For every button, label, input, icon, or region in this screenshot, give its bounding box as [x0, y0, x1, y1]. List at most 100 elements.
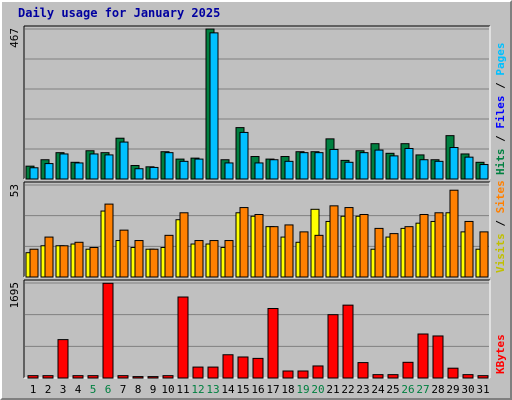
- bar-sites-day-25: [389, 233, 399, 278]
- bar-kbytes-day-25: [387, 374, 399, 379]
- bar-kbytes-day-19: [297, 370, 309, 379]
- bar-sites-day-10: [164, 234, 174, 278]
- bar-files-day-7: [119, 141, 129, 180]
- bar-kbytes-day-6: [102, 282, 114, 379]
- y-max-label: 1695: [8, 282, 21, 309]
- legend-separator: /: [494, 213, 507, 233]
- x-tick-label: 15: [236, 383, 249, 396]
- bar-kbytes-day-31: [477, 375, 489, 379]
- bar-files-day-17: [269, 159, 279, 180]
- bar-kbytes-day-10: [162, 375, 174, 379]
- bar-kbytes-day-13: [207, 366, 219, 379]
- bar-sites-day-27: [419, 214, 429, 278]
- bar-sites-day-21: [329, 205, 339, 278]
- bar-files-day-26: [404, 147, 414, 180]
- legend-separator: /: [494, 129, 507, 149]
- x-tick-label: 17: [266, 383, 279, 396]
- bar-files-day-13: [209, 32, 219, 180]
- bar-kbytes-day-8: [132, 376, 144, 379]
- legend-label: Hits: [494, 149, 507, 176]
- bar-kbytes-day-28: [432, 335, 444, 379]
- bar-files-day-15: [239, 131, 249, 180]
- bar-sites-day-4: [74, 241, 84, 278]
- bar-sites-day-15: [239, 207, 249, 278]
- bar-kbytes-day-18: [282, 370, 294, 379]
- bar-sites-day-8: [134, 240, 144, 278]
- bar-sites-day-19: [299, 231, 309, 278]
- bar-sites-day-12: [194, 240, 204, 278]
- series-legend: KBytes: [494, 334, 507, 374]
- bar-kbytes-day-20: [312, 365, 324, 379]
- bar-kbytes-day-17: [267, 308, 279, 379]
- bar-kbytes-day-7: [117, 375, 129, 379]
- y-max-label: 467: [8, 28, 21, 48]
- bar-sites-day-30: [464, 220, 474, 278]
- bar-files-day-30: [464, 156, 474, 180]
- bar-kbytes-day-29: [447, 367, 459, 379]
- x-tick-label: 13: [206, 383, 219, 396]
- y-max-label: 53: [8, 184, 21, 197]
- x-tick-label: 24: [371, 383, 385, 396]
- bar-files-day-31: [479, 164, 489, 180]
- bar-sites-day-31: [479, 231, 489, 278]
- x-tick-label: 6: [105, 383, 112, 396]
- bar-sites-day-9: [149, 248, 159, 278]
- x-tick-label: 8: [135, 383, 142, 396]
- bar-files-day-9: [149, 166, 159, 180]
- x-tick-label: 7: [120, 383, 127, 396]
- bar-files-day-6: [104, 154, 114, 180]
- bar-sites-day-6: [104, 203, 114, 278]
- bar-kbytes-day-26: [402, 361, 414, 379]
- bar-kbytes-day-4: [72, 375, 84, 379]
- bar-sites-day-24: [374, 227, 384, 278]
- bar-sites-day-28: [434, 212, 444, 278]
- bar-files-day-29: [449, 147, 459, 180]
- chart-title: Daily usage for January 2025: [18, 6, 221, 20]
- bar-files-day-19: [299, 152, 309, 180]
- bar-sites-day-1: [29, 248, 39, 278]
- bar-kbytes-day-3: [57, 339, 69, 379]
- legend-label: Sites: [494, 180, 507, 213]
- bar-kbytes-day-11: [177, 296, 189, 379]
- x-tick-label: 14: [221, 383, 235, 396]
- x-tick-label: 20: [311, 383, 324, 396]
- bar-files-day-12: [194, 158, 204, 180]
- bar-sites-day-16: [254, 214, 264, 278]
- bar-kbytes-day-2: [42, 375, 54, 379]
- bar-files-day-2: [44, 163, 54, 180]
- legend-label: Visits: [494, 233, 507, 273]
- x-tick-label: 1: [30, 383, 37, 396]
- bar-kbytes-day-30: [462, 374, 474, 379]
- bar-kbytes-day-27: [417, 333, 429, 379]
- bar-kbytes-day-15: [237, 356, 249, 379]
- x-tick-label: 10: [161, 383, 174, 396]
- bar-sites-day-23: [359, 214, 369, 278]
- bar-files-day-4: [74, 162, 84, 180]
- bar-sites-day-29: [449, 189, 459, 278]
- series-legend: Visits / Sites: [494, 180, 507, 273]
- bar-sites-day-17: [269, 226, 279, 278]
- bar-files-day-3: [59, 153, 69, 180]
- x-tick-label: 22: [341, 383, 354, 396]
- x-tick-label: 4: [75, 383, 82, 396]
- x-tick-label: 23: [356, 383, 369, 396]
- bar-sites-day-14: [224, 240, 234, 278]
- bar-kbytes-day-16: [252, 357, 264, 379]
- bar-files-day-25: [389, 155, 399, 180]
- x-tick-label: 30: [461, 383, 474, 396]
- x-tick-label: 29: [446, 383, 459, 396]
- bar-kbytes-day-1: [27, 375, 39, 379]
- x-tick-label: 25: [386, 383, 399, 396]
- x-tick-label: 3: [60, 383, 67, 396]
- bar-sites-day-3: [59, 245, 69, 278]
- bar-kbytes-day-9: [147, 376, 159, 379]
- bar-files-day-16: [254, 162, 264, 180]
- bar-kbytes-day-24: [372, 374, 384, 379]
- bar-sites-day-20: [314, 234, 324, 278]
- x-tick-label: 31: [476, 383, 489, 396]
- bar-kbytes-day-12: [192, 366, 204, 379]
- legend-label: Files: [494, 96, 507, 129]
- x-tick-label: 27: [416, 383, 429, 396]
- bar-files-day-28: [434, 160, 444, 180]
